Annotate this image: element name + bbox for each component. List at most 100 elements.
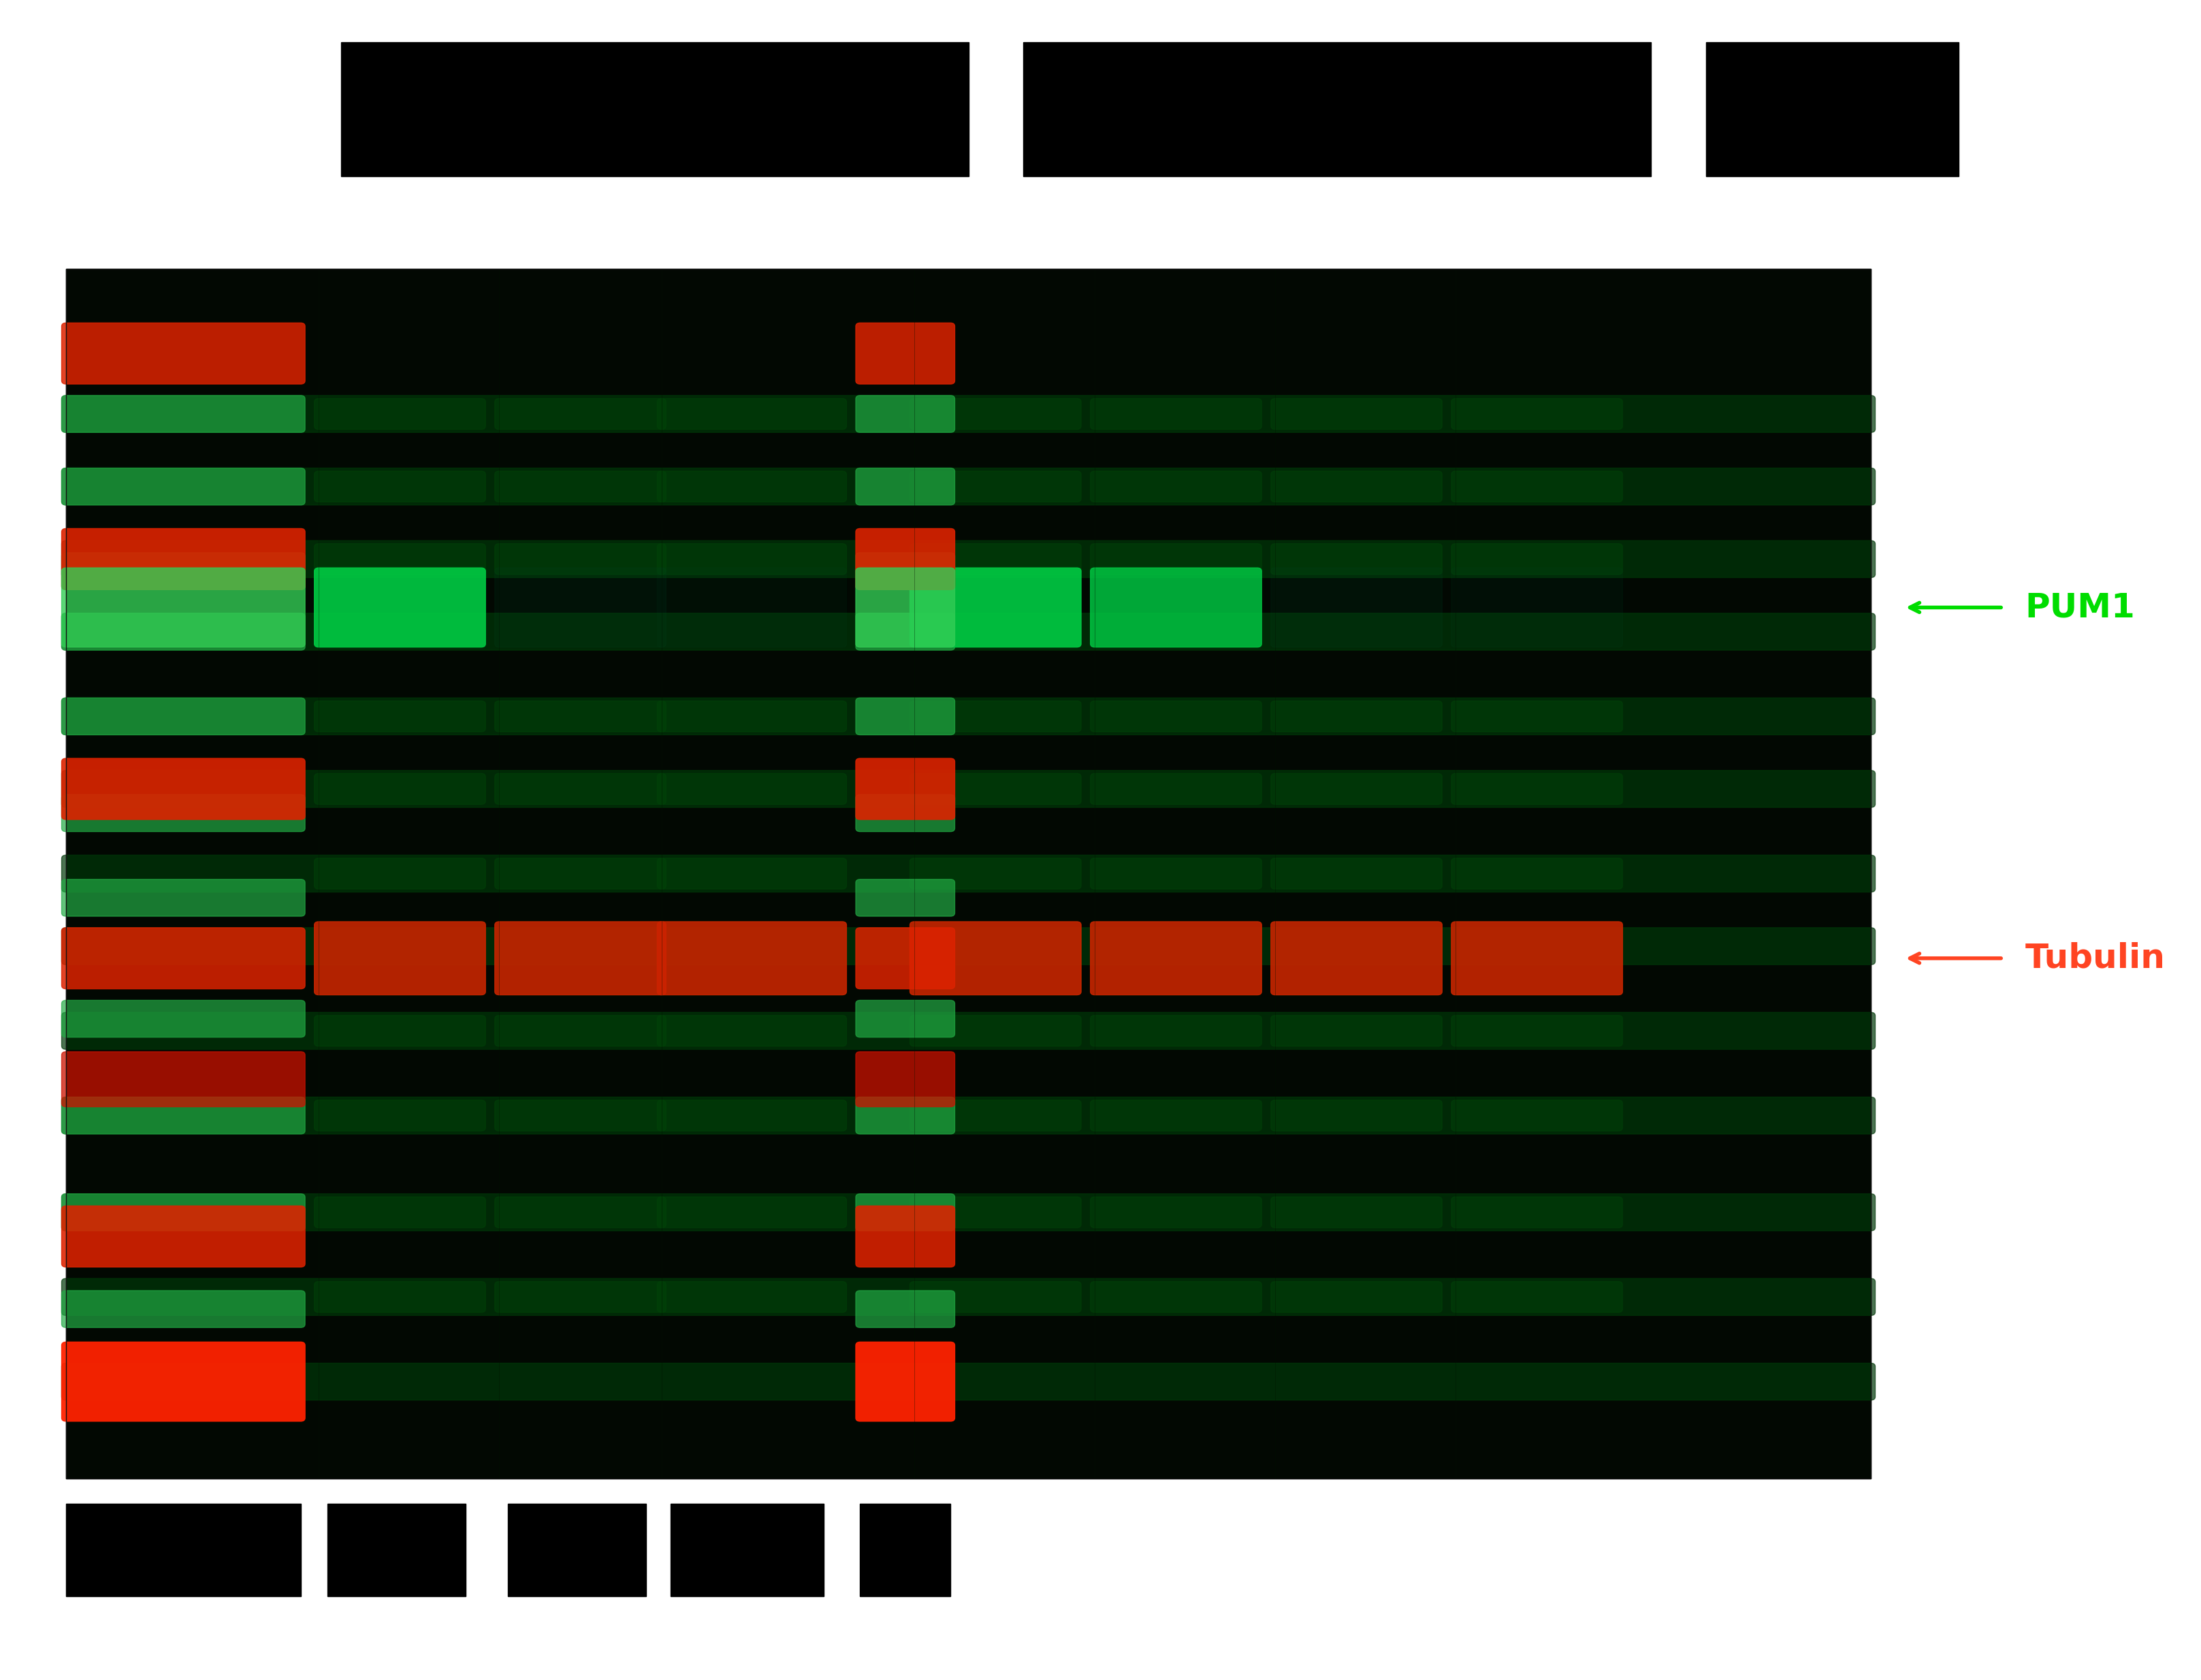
Bar	[671, 1504, 823, 1596]
FancyBboxPatch shape	[495, 1282, 667, 1312]
FancyBboxPatch shape	[1089, 701, 1261, 732]
FancyBboxPatch shape	[1270, 544, 1442, 575]
FancyBboxPatch shape	[856, 1342, 955, 1421]
FancyBboxPatch shape	[1089, 922, 1261, 995]
FancyBboxPatch shape	[856, 529, 955, 590]
Bar	[508, 1504, 647, 1596]
FancyBboxPatch shape	[62, 469, 1875, 506]
FancyBboxPatch shape	[315, 398, 486, 430]
FancyBboxPatch shape	[658, 773, 847, 805]
FancyBboxPatch shape	[856, 1097, 955, 1134]
FancyBboxPatch shape	[495, 922, 667, 995]
FancyBboxPatch shape	[495, 858, 667, 889]
FancyBboxPatch shape	[62, 1278, 1875, 1315]
FancyBboxPatch shape	[62, 758, 306, 820]
FancyBboxPatch shape	[315, 1015, 486, 1047]
FancyBboxPatch shape	[62, 927, 306, 990]
FancyBboxPatch shape	[658, 1282, 847, 1312]
FancyBboxPatch shape	[62, 1194, 1875, 1231]
FancyBboxPatch shape	[1450, 1282, 1622, 1312]
FancyBboxPatch shape	[1270, 398, 1442, 430]
FancyBboxPatch shape	[909, 1100, 1081, 1131]
Text: PUM1: PUM1	[2025, 591, 2135, 623]
FancyBboxPatch shape	[315, 701, 486, 732]
FancyBboxPatch shape	[62, 771, 1875, 808]
FancyBboxPatch shape	[1089, 1282, 1261, 1312]
Bar	[341, 42, 968, 176]
FancyBboxPatch shape	[1089, 568, 1261, 647]
FancyBboxPatch shape	[1089, 773, 1261, 805]
FancyBboxPatch shape	[62, 697, 306, 734]
FancyBboxPatch shape	[495, 1015, 667, 1047]
FancyBboxPatch shape	[315, 1282, 486, 1312]
FancyBboxPatch shape	[909, 858, 1081, 889]
FancyBboxPatch shape	[62, 613, 306, 650]
FancyBboxPatch shape	[1089, 1015, 1261, 1047]
FancyBboxPatch shape	[1089, 1100, 1261, 1131]
FancyBboxPatch shape	[1450, 773, 1622, 805]
Bar	[1023, 42, 1651, 176]
Bar	[1706, 42, 1959, 176]
FancyBboxPatch shape	[909, 922, 1081, 995]
FancyBboxPatch shape	[315, 858, 486, 889]
FancyBboxPatch shape	[62, 855, 1875, 892]
FancyBboxPatch shape	[62, 1290, 306, 1327]
FancyBboxPatch shape	[62, 1013, 1875, 1050]
FancyBboxPatch shape	[62, 529, 306, 590]
FancyBboxPatch shape	[856, 795, 955, 832]
FancyBboxPatch shape	[62, 613, 1875, 650]
FancyBboxPatch shape	[909, 922, 1081, 995]
FancyBboxPatch shape	[658, 1015, 847, 1047]
FancyBboxPatch shape	[909, 544, 1081, 575]
FancyBboxPatch shape	[1270, 1282, 1442, 1312]
FancyBboxPatch shape	[856, 553, 955, 590]
FancyBboxPatch shape	[62, 1000, 306, 1037]
FancyBboxPatch shape	[1270, 858, 1442, 889]
FancyBboxPatch shape	[1270, 568, 1442, 647]
FancyBboxPatch shape	[856, 1194, 955, 1231]
FancyBboxPatch shape	[1089, 398, 1261, 430]
FancyBboxPatch shape	[495, 398, 667, 430]
FancyBboxPatch shape	[1270, 1196, 1442, 1228]
FancyBboxPatch shape	[856, 395, 955, 432]
FancyBboxPatch shape	[495, 1100, 667, 1131]
FancyBboxPatch shape	[315, 922, 486, 995]
FancyBboxPatch shape	[1450, 858, 1622, 889]
FancyBboxPatch shape	[856, 1290, 955, 1327]
FancyBboxPatch shape	[856, 1206, 955, 1267]
FancyBboxPatch shape	[62, 697, 1875, 734]
FancyBboxPatch shape	[1450, 568, 1622, 647]
FancyBboxPatch shape	[1450, 922, 1622, 995]
FancyBboxPatch shape	[62, 553, 306, 590]
FancyBboxPatch shape	[315, 1100, 486, 1131]
FancyBboxPatch shape	[1450, 922, 1622, 995]
FancyBboxPatch shape	[495, 544, 667, 575]
FancyBboxPatch shape	[1450, 1196, 1622, 1228]
FancyBboxPatch shape	[495, 568, 667, 647]
FancyBboxPatch shape	[658, 1196, 847, 1228]
FancyBboxPatch shape	[1089, 470, 1261, 502]
FancyBboxPatch shape	[856, 697, 955, 734]
FancyBboxPatch shape	[1089, 858, 1261, 889]
FancyBboxPatch shape	[1089, 1196, 1261, 1228]
FancyBboxPatch shape	[495, 701, 667, 732]
FancyBboxPatch shape	[909, 568, 1081, 647]
FancyBboxPatch shape	[62, 1362, 1875, 1399]
Bar	[66, 269, 1871, 1478]
FancyBboxPatch shape	[1270, 773, 1442, 805]
FancyBboxPatch shape	[909, 470, 1081, 502]
FancyBboxPatch shape	[315, 922, 486, 995]
FancyBboxPatch shape	[1450, 1100, 1622, 1131]
FancyBboxPatch shape	[62, 541, 1875, 578]
FancyBboxPatch shape	[62, 395, 1875, 432]
FancyBboxPatch shape	[856, 469, 955, 506]
FancyBboxPatch shape	[495, 922, 667, 995]
FancyBboxPatch shape	[62, 795, 306, 832]
FancyBboxPatch shape	[658, 470, 847, 502]
FancyBboxPatch shape	[1450, 398, 1622, 430]
Bar	[861, 1504, 951, 1596]
FancyBboxPatch shape	[315, 470, 486, 502]
FancyBboxPatch shape	[658, 1100, 847, 1131]
FancyBboxPatch shape	[909, 1196, 1081, 1228]
FancyBboxPatch shape	[315, 544, 486, 575]
